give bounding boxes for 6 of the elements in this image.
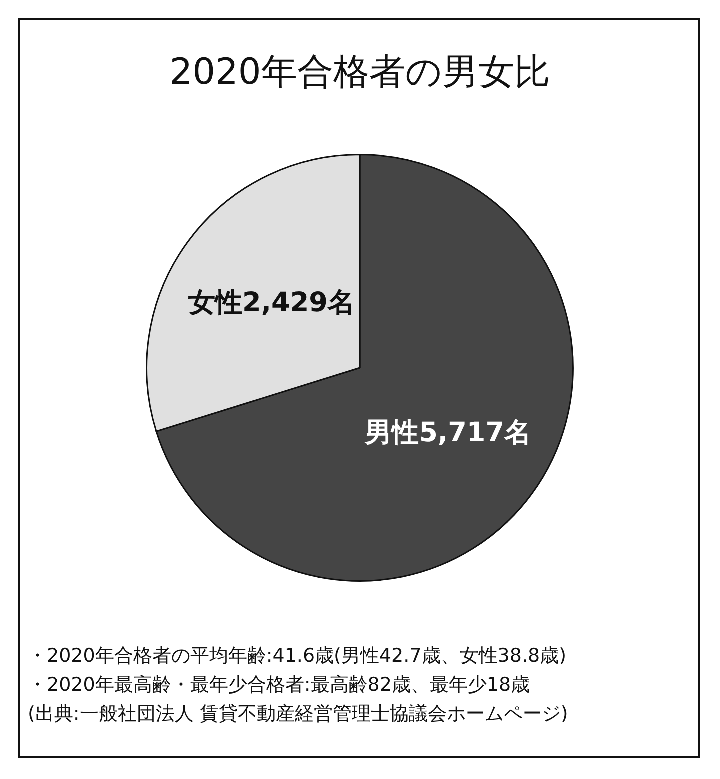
slice-label: 男性5,717名 bbox=[364, 417, 532, 448]
text: ・2020年合格者の平均年齢:41.6歳(男性42.7歳、女性38.8歳) bbox=[28, 644, 568, 669]
slice-label: 女性2,429名 bbox=[188, 288, 355, 319]
text: (出典:一般社団法人 賃貸不動産経営管理士協議会ホームページ) bbox=[28, 702, 568, 727]
text: ・2020年最高齢・最年少合格者:最高齢82歳、最年少18歳 bbox=[28, 673, 532, 698]
chart-title: 2020年合格者の男女比 bbox=[168, 51, 552, 95]
